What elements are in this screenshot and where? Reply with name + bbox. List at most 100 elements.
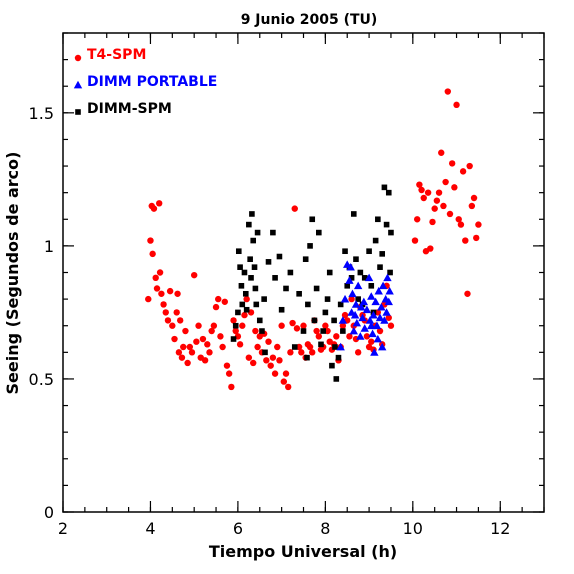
data-point (254, 229, 261, 236)
data-point (235, 248, 242, 255)
data-point (348, 275, 355, 281)
data-point (265, 338, 272, 345)
data-point (184, 359, 191, 367)
data-point (246, 221, 252, 228)
legend-label: DIMM-SPM (87, 101, 172, 117)
y-tick-label: 0 (44, 503, 54, 522)
data-point (245, 354, 253, 361)
data-point (346, 262, 355, 271)
data-point (351, 300, 361, 308)
data-point (149, 250, 156, 258)
data-point (370, 348, 379, 356)
data-point (287, 349, 294, 356)
data-point (318, 341, 324, 348)
data-point (352, 318, 362, 327)
data-point (320, 328, 326, 334)
data-point (453, 101, 460, 109)
data-point (259, 328, 265, 334)
data-point (175, 349, 183, 356)
data-point (448, 160, 456, 167)
y-tick-label: 1 (44, 237, 54, 256)
data-point (311, 317, 318, 324)
data-point (466, 162, 473, 170)
data-point (457, 221, 465, 228)
y-axis-label: Seeing (Segundos de arco) (3, 152, 22, 395)
data-point (215, 295, 222, 303)
data-point (265, 259, 272, 265)
data-point (377, 302, 386, 311)
data-point (366, 248, 372, 255)
data-point (263, 357, 270, 364)
data-point (253, 301, 260, 308)
y-tick-label: 0.5 (29, 370, 54, 389)
data-point (363, 333, 371, 340)
data-point (322, 309, 329, 316)
data-point (147, 237, 154, 244)
data-point (291, 205, 298, 212)
data-point (150, 205, 158, 212)
data-point (368, 338, 375, 345)
data-point (377, 264, 383, 270)
data-point (221, 298, 228, 305)
x-tick-label: 2 (58, 519, 68, 538)
data-point (444, 88, 451, 95)
data-point (210, 322, 218, 329)
data-point (152, 274, 159, 282)
data-point (462, 237, 469, 244)
data-point (173, 309, 180, 316)
data-point (296, 290, 302, 297)
data-point (322, 322, 329, 329)
data-point (242, 290, 249, 297)
data-point (261, 296, 267, 302)
data-point (158, 290, 165, 297)
data-point (329, 362, 335, 369)
data-point (145, 295, 152, 303)
data-point (342, 248, 348, 255)
data-point (473, 234, 480, 242)
y-tick-label: 1.5 (29, 104, 54, 123)
data-point (378, 281, 388, 290)
data-point (186, 343, 194, 351)
data-point (365, 316, 375, 324)
data-point (228, 383, 235, 391)
data-point (470, 194, 478, 202)
data-point (284, 383, 292, 391)
data-point (236, 341, 244, 348)
data-point (289, 319, 296, 327)
data-point (333, 376, 340, 382)
data-point (156, 200, 163, 207)
data-point (451, 184, 458, 191)
data-point (362, 305, 372, 314)
data-point (171, 335, 178, 343)
data-point (413, 216, 421, 223)
data-point (338, 316, 348, 324)
data-point (252, 327, 259, 335)
data-point (206, 349, 213, 356)
data-point (364, 273, 374, 282)
data-point (219, 343, 226, 351)
data-point (262, 349, 268, 356)
data-point (324, 296, 331, 302)
legend-marker (73, 80, 83, 89)
data-point (326, 269, 333, 276)
data-point (383, 221, 390, 228)
data-point (380, 316, 389, 324)
data-point (252, 285, 259, 292)
data-point (217, 333, 224, 340)
legend-marker (74, 54, 82, 62)
data-point (378, 342, 387, 351)
data-point (357, 302, 366, 311)
x-tick-label: 10 (403, 519, 423, 538)
data-point (283, 285, 289, 292)
data-point (239, 322, 246, 329)
legend-marker (75, 109, 81, 115)
data-point (232, 322, 239, 329)
data-point (429, 218, 436, 226)
data-point (375, 216, 381, 223)
data-point (438, 149, 445, 156)
legend-label: T4-SPM (87, 47, 146, 63)
data-point (247, 256, 253, 262)
data-point (250, 237, 257, 244)
data-point (271, 370, 279, 377)
